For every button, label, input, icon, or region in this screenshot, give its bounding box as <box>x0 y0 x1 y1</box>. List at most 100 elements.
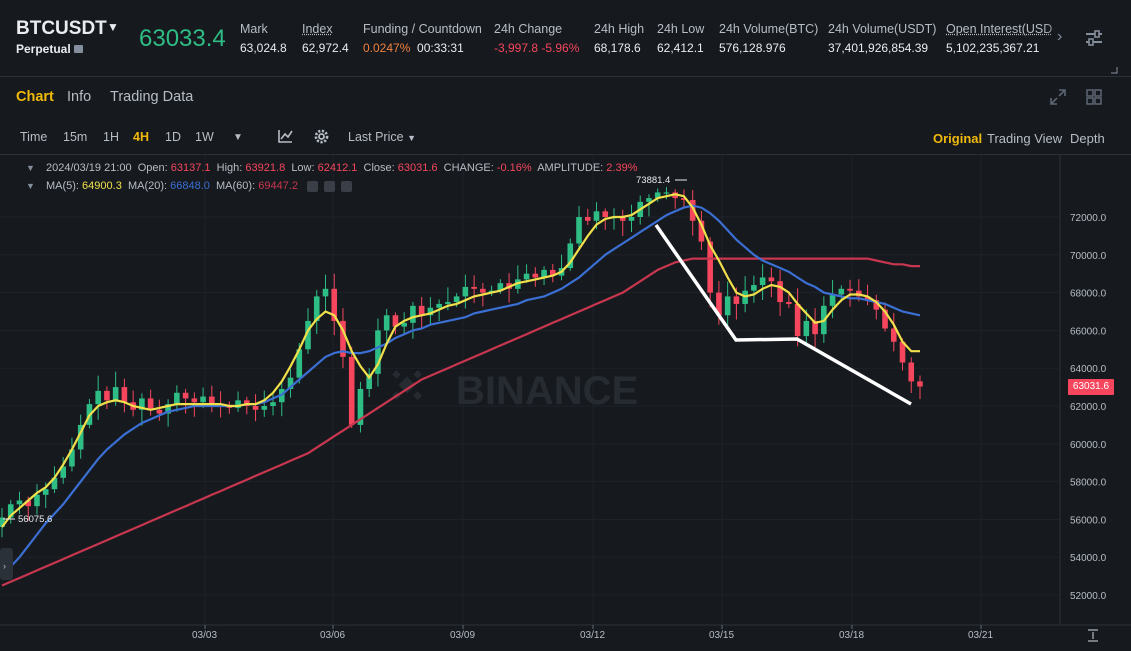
candle-body <box>593 211 600 221</box>
interval-1h[interactable]: 1H <box>103 130 119 144</box>
user-drawn-line[interactable] <box>654 224 912 406</box>
high-value: 63921.8 <box>245 162 286 174</box>
stat-open-interest[interactable]: Open Interest(USD 5,102,235,367.21 <box>946 22 1052 55</box>
candle-body <box>305 320 311 350</box>
view-trading-view[interactable]: Trading View <box>987 131 1063 146</box>
change-label: CHANGE: <box>443 162 494 174</box>
price-tick-label: 58000.0 <box>1070 478 1107 489</box>
price-tick-label: 70000.0 <box>1070 251 1107 262</box>
contract-type: Perpetual <box>16 42 71 56</box>
chevron-down-icon: ▼ <box>407 133 416 143</box>
tab-trading-data[interactable]: Trading Data <box>110 89 194 105</box>
ma20-value: 66848.0 <box>170 180 210 192</box>
price-chart[interactable]: BINANCE 52000.0 54000.0 56000.0 58000.0 6000… <box>0 155 1131 651</box>
indicator-chart-icon[interactable] <box>277 128 294 144</box>
price-type-dropdown[interactable]: Last Price ▼ <box>348 130 416 144</box>
tab-chart[interactable]: Chart <box>16 89 54 105</box>
ma5-label: MA(5): <box>45 180 79 192</box>
candle-body <box>698 220 705 242</box>
drawn-trendlines[interactable] <box>654 224 912 406</box>
candle-body <box>392 315 399 327</box>
interval-15m[interactable]: 15m <box>63 130 88 144</box>
candle-body <box>829 294 836 306</box>
time-tick-label: 03/06 <box>320 630 345 641</box>
scroll-left-button[interactable]: › <box>0 548 13 580</box>
stat-label[interactable]: Index <box>302 22 333 36</box>
candle-body <box>182 392 189 399</box>
interval-1w[interactable]: 1W <box>195 130 214 144</box>
tab-info[interactable]: Info <box>67 89 92 105</box>
settings-sliders-icon[interactable] <box>1083 27 1105 49</box>
settings-icon[interactable] <box>324 180 336 192</box>
close-icon[interactable] <box>341 180 353 192</box>
candle-body <box>663 192 670 194</box>
candle-body <box>436 303 442 308</box>
candle-body <box>882 309 888 329</box>
candle-body <box>777 281 783 303</box>
candle-body <box>104 390 110 401</box>
price-tick-label: 56000.0 <box>1070 515 1107 526</box>
close-label: Close: <box>363 162 395 174</box>
candle-body <box>899 341 906 363</box>
candle-body <box>689 199 696 221</box>
candle-body <box>348 356 355 425</box>
price-tick-label: 54000.0 <box>1070 553 1107 564</box>
candle-body <box>803 320 810 337</box>
contract-info-icon[interactable] <box>74 45 83 53</box>
candle-body <box>654 192 661 199</box>
candle-body <box>261 406 268 410</box>
candle-body <box>786 302 792 304</box>
time-axis[interactable]: 03/03 03/06 03/09 03/12 03/15 03/18 03/21 <box>192 625 993 641</box>
view-depth[interactable]: Depth <box>1070 131 1105 146</box>
ohlc-legend: ▼ 2024/03/19 21:00 Open: 63137.1 High: 6… <box>26 162 638 174</box>
candle-body <box>51 477 58 490</box>
collapse-caret-icon[interactable]: ▼ <box>26 181 35 191</box>
time-tick-label: 03/12 <box>580 630 605 641</box>
candle-body <box>917 381 923 387</box>
candle-body <box>716 292 722 316</box>
chart-toolbar: Time 15m 1H 4H 1D 1W ▼ Last Price ▼ Orig… <box>0 118 1131 155</box>
ma60-label: MA(60): <box>216 180 256 192</box>
gear-icon[interactable] <box>313 128 330 145</box>
stat-value: 62,412.1 <box>657 41 704 55</box>
candle-body <box>252 406 259 410</box>
candle-body <box>191 398 198 403</box>
candle-body <box>410 305 416 323</box>
grid-layout-icon[interactable] <box>1085 88 1103 106</box>
interval-time[interactable]: Time <box>20 130 48 144</box>
interval-1d[interactable]: 1D <box>165 130 181 144</box>
candle-body <box>287 377 294 389</box>
symbol-name[interactable]: BTCUSDT <box>16 18 107 39</box>
candle-body <box>7 504 14 518</box>
more-intervals-dropdown-icon[interactable]: ▼ <box>233 132 243 143</box>
candle-body <box>532 273 539 278</box>
candle-body <box>235 400 241 408</box>
candle-body <box>523 273 530 280</box>
ma5-value: 64900.3 <box>82 180 122 192</box>
symbol-dropdown-icon[interactable]: ▼ <box>107 20 119 34</box>
candle-body <box>366 373 372 389</box>
chevron-right-icon[interactable]: › <box>1057 28 1063 45</box>
axis-reset-icon[interactable] <box>1088 629 1098 642</box>
watermark: BINANCE <box>392 369 638 413</box>
stat-funding: Funding / Countdown 0.0247% 00:33:31 <box>363 22 482 55</box>
view-original[interactable]: Original <box>933 131 983 146</box>
candle-body <box>42 489 49 495</box>
expand-icon[interactable] <box>1049 88 1067 106</box>
close-value: 63031.6 <box>397 162 438 174</box>
stat-label[interactable]: Open Interest(USD <box>946 22 1053 36</box>
interval-4h[interactable]: 4H <box>133 130 149 144</box>
collapse-caret-icon[interactable]: ▼ <box>26 163 35 173</box>
stat-index[interactable]: Index 62,972.4 <box>302 22 349 55</box>
eye-icon[interactable] <box>307 180 319 192</box>
price-axis[interactable]: 52000.0 54000.0 56000.0 58000.0 60000.0 62000… <box>0 155 1131 626</box>
current-price-tag: 63031.6 <box>1068 379 1114 395</box>
candle-body <box>812 320 818 335</box>
candle-body <box>77 424 84 450</box>
price-tick-label: 62000.0 <box>1070 402 1107 413</box>
ma5-line <box>1 193 920 528</box>
stat-value: 0.0247% 00:33:31 <box>363 41 482 55</box>
ticker-header: BTCUSDT ▼ Perpetual 63033.4 Mark 63,024.… <box>0 0 1131 77</box>
candle-body <box>733 296 740 304</box>
ma60-value: 69447.2 <box>258 180 298 192</box>
